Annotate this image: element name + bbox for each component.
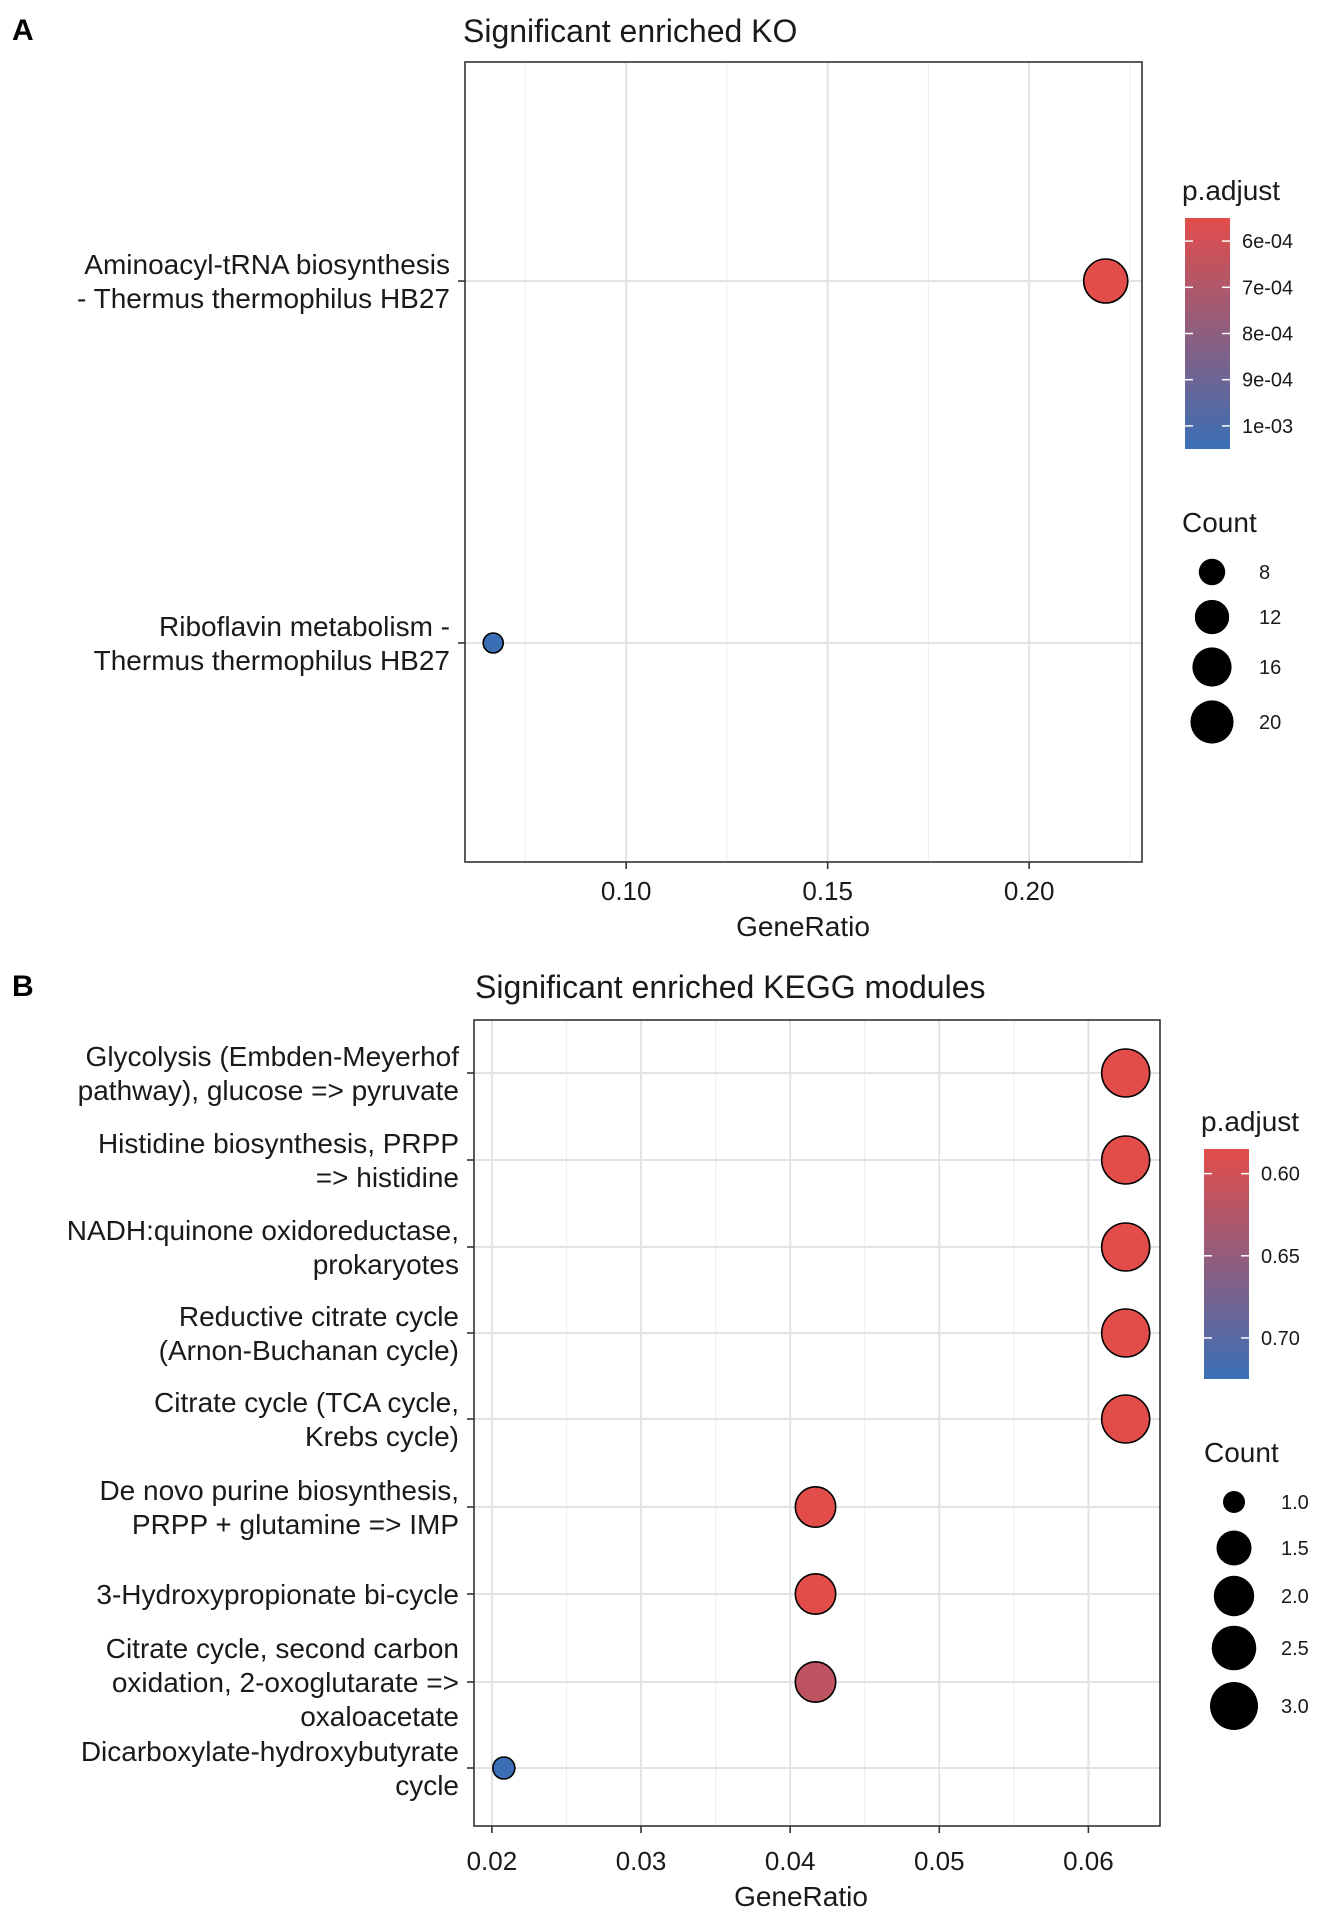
panel-b-data-point <box>1100 1222 1151 1272</box>
panel-b-size-legend-key <box>1216 1530 1252 1566</box>
panel-b-data-point <box>492 1756 516 1780</box>
panel-a-size-legend-title: Count <box>1182 507 1257 538</box>
panel-b-grid <box>474 1020 1160 1826</box>
panel-b-size-legend-label: 1.0 <box>1281 1492 1309 1514</box>
panel-b-data-point <box>794 1661 837 1703</box>
panel-b-data-point <box>1100 1048 1151 1098</box>
panel-a-size-legend-key <box>1192 647 1232 687</box>
panel-a-color-tick-label: 6e-04 <box>1242 231 1293 253</box>
panel-b: B Significant enriched KEGG modules Glyc… <box>12 969 1309 1912</box>
panel-b-x-tick-label: 0.02 <box>467 1846 518 1876</box>
panel-b-y-category-label: NADH:quinone oxidoreductase, prokaryotes <box>67 1215 459 1280</box>
panel-b-data-point <box>794 1486 837 1528</box>
panel-a-letter: A <box>12 14 34 47</box>
panel-b-size-legend-label: 1.5 <box>1281 1538 1309 1560</box>
panel-b-size-legend-key <box>1211 1625 1257 1671</box>
panel-b-y-axis: Glycolysis (Embden-Meyerhof pathway), glu… <box>67 1041 474 1801</box>
panel-b-x-tick-label: 0.05 <box>914 1846 965 1876</box>
panel-a-size-legend: Count 8 12 16 20 <box>1182 507 1281 744</box>
panel-b-y-category-label: Glycolysis (Embden-Meyerhof pathway), glu… <box>78 1041 460 1106</box>
panel-a-color-legend: p.adjust 6e-04 7e-04 8e-04 9e-04 1e-03 <box>1182 175 1293 449</box>
panel-a-size-legend-label: 12 <box>1259 607 1281 629</box>
panel-a-color-legend-title: p.adjust <box>1182 175 1280 206</box>
panel-b-y-category-label: De novo purine biosynthesis, PRPP + gluta… <box>99 1475 459 1540</box>
panel-b-size-legend-label: 3.0 <box>1281 1696 1309 1718</box>
panel-a-size-legend-label: 16 <box>1259 657 1281 679</box>
panel-b-color-bar <box>1204 1149 1249 1379</box>
panel-a-x-tick-label: 0.15 <box>802 876 853 906</box>
panel-b-y-category-label: Dicarboxylate-hydroxybutyrate cycle <box>81 1736 459 1801</box>
panel-b-data-point <box>1100 1308 1151 1358</box>
panel-b-color-tick-label: 0.70 <box>1261 1328 1300 1350</box>
panel-b-color-legend-title: p.adjust <box>1201 1106 1299 1137</box>
panel-a-size-legend-label: 20 <box>1259 712 1281 734</box>
panel-b-size-legend-label: 2.5 <box>1281 1638 1309 1660</box>
panel-b-size-legend: Count 1.0 1.5 2.0 2.5 3.0 <box>1204 1437 1309 1730</box>
panel-a-y-category-label: Aminoacyl-tRNA biosynthesis - Thermus the… <box>77 249 450 314</box>
panel-b-data-point <box>1100 1394 1151 1444</box>
panel-a-grid <box>465 62 1142 862</box>
panel-b-title: Significant enriched KEGG modules <box>475 969 985 1005</box>
panel-b-size-legend-key <box>1223 1491 1245 1513</box>
panel-a-x-tick-label: 0.20 <box>1004 876 1055 906</box>
panel-a-plot-frame <box>464 61 1143 863</box>
panel-b-y-category-label: Citrate cycle, second carbon oxidation, 2… <box>106 1633 459 1732</box>
panel-b-size-legend-key <box>1213 1575 1255 1617</box>
panel-a: A Significant enriched KO Aminoacyl-tRNA… <box>12 13 1293 942</box>
panel-a-y-axis: Aminoacyl-tRNA biosynthesis - Thermus the… <box>77 249 465 676</box>
panel-a-y-category-label: Riboflavin metabolism -Thermus thermophi… <box>94 611 450 676</box>
panel-b-y-category-label: Reductive citrate cycle (Arnon-Buchanan c… <box>159 1301 459 1366</box>
panel-b-color-tick-label: 0.65 <box>1261 1246 1300 1268</box>
panel-b-color-tick-label: 0.60 <box>1261 1164 1300 1186</box>
panel-b-x-axis-title: GeneRatio <box>734 1881 868 1912</box>
panel-b-y-category-label: Histidine biosynthesis, PRPP => histidine <box>98 1128 459 1193</box>
panel-a-data-point <box>482 632 505 654</box>
panel-a-size-legend-label: 8 <box>1259 562 1270 584</box>
panel-a-color-tick-label: 9e-04 <box>1242 370 1293 392</box>
panel-a-x-tick-label: 0.10 <box>601 876 652 906</box>
panel-a-data-point <box>1082 258 1129 304</box>
panel-a-points <box>482 258 1129 654</box>
panel-b-x-tick-label: 0.06 <box>1063 1846 1114 1876</box>
panel-b-points <box>492 1048 1151 1780</box>
panel-b-data-point <box>1100 1135 1151 1185</box>
panel-b-size-legend-key <box>1210 1682 1258 1730</box>
panel-b-y-category-label: Citrate cycle (TCA cycle, Krebs cycle) <box>154 1387 459 1452</box>
panel-a-x-axis: 0.10 0.15 0.20 <box>601 862 1055 906</box>
panel-b-color-legend: p.adjust 0.60 0.65 0.70 <box>1201 1106 1300 1379</box>
panel-b-plot-frame <box>473 1019 1161 1827</box>
panel-a-x-axis-title: GeneRatio <box>736 911 870 942</box>
panel-a-color-tick-label: 7e-04 <box>1242 277 1293 299</box>
panel-b-y-category-label: 3-Hydroxypropionate bi-cycle <box>96 1579 459 1610</box>
panel-a-size-legend-key <box>1198 558 1226 586</box>
panel-b-data-point <box>794 1573 837 1615</box>
panel-b-x-tick-label: 0.04 <box>765 1846 816 1876</box>
panel-a-color-tick-label: 1e-03 <box>1242 416 1293 438</box>
panel-a-size-legend-key <box>1194 599 1230 635</box>
panel-a-color-tick-label: 8e-04 <box>1242 324 1293 346</box>
panel-b-letter: B <box>12 970 34 1003</box>
panel-b-size-legend-label: 2.0 <box>1281 1586 1309 1608</box>
panel-a-title: Significant enriched KO <box>463 13 797 49</box>
panel-b-x-axis: 0.02 0.03 0.04 0.05 0.06 <box>467 1826 1114 1876</box>
panel-b-size-legend-title: Count <box>1204 1437 1279 1468</box>
panel-a-size-legend-key <box>1190 700 1234 744</box>
panel-b-x-tick-label: 0.03 <box>616 1846 667 1876</box>
